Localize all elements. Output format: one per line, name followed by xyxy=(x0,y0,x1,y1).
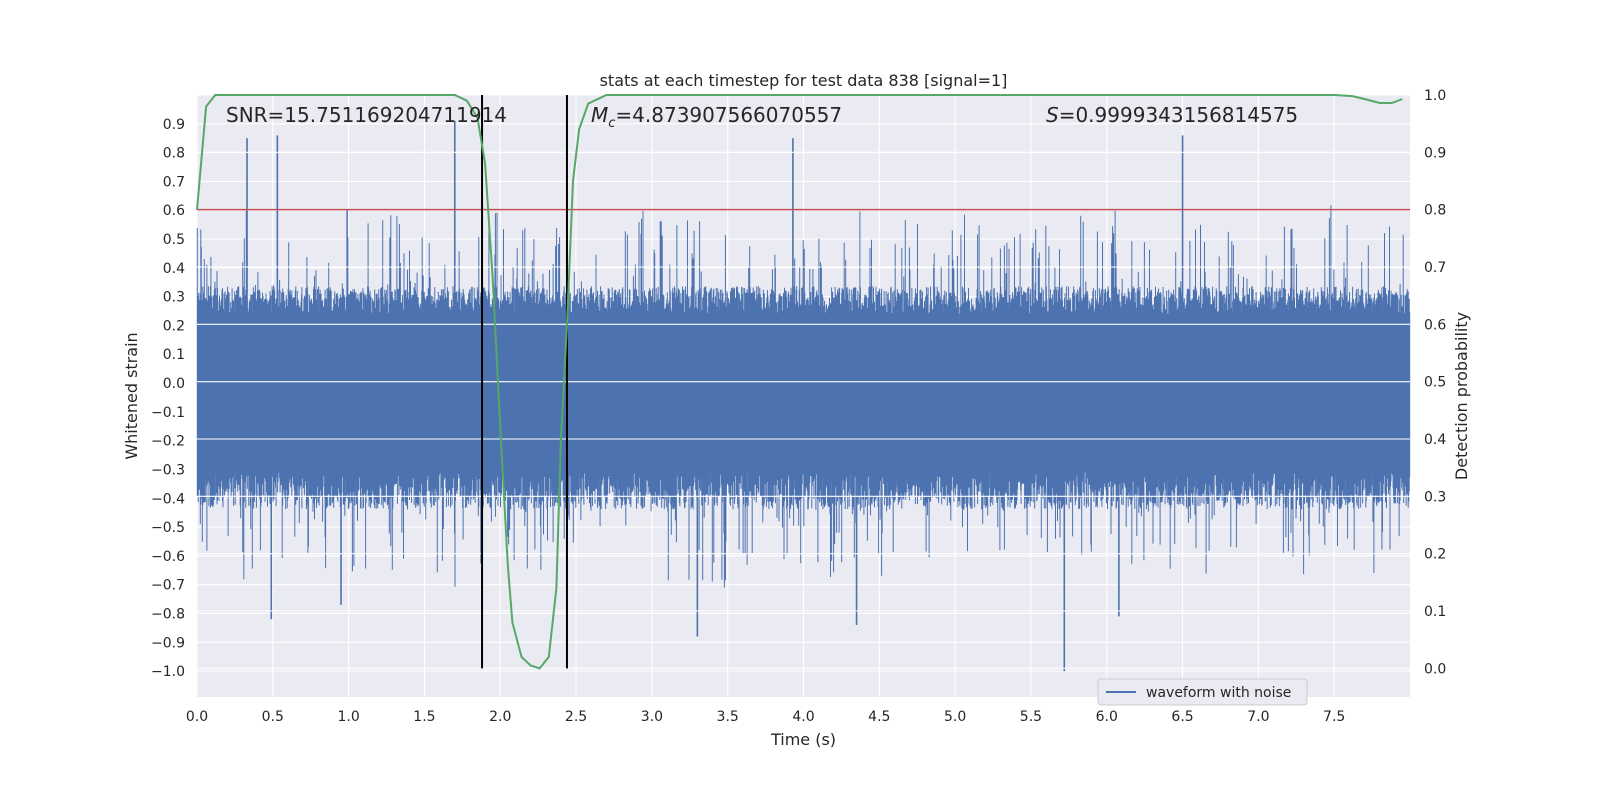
chart-title: stats at each timestep for test data 838… xyxy=(600,71,1008,90)
legend: waveform with noise xyxy=(1097,678,1308,706)
x-tick-label: 6.0 xyxy=(1096,709,1118,725)
y-tick-label: −0.4 xyxy=(151,491,185,507)
legend-box xyxy=(1097,678,1308,706)
x-tick-label: 1.0 xyxy=(337,709,359,725)
detection-probability-line xyxy=(196,94,1403,670)
x-tick-label: 1.5 xyxy=(413,709,435,725)
y-tick-label: 0.7 xyxy=(163,174,185,190)
y-tick-label: −0.1 xyxy=(151,405,185,421)
y-tick-label: −1.0 xyxy=(151,664,185,680)
mc-symbol: M xyxy=(591,103,608,127)
y2-tick-label: 0.1 xyxy=(1424,604,1446,620)
mc-subscript: c xyxy=(608,116,615,131)
mc-value: =4.873907566070557 xyxy=(615,103,842,127)
y-tick-label: 0.1 xyxy=(163,347,185,363)
y2-tick-label: 0.2 xyxy=(1424,547,1446,563)
y-tick-label: 0.6 xyxy=(163,203,185,219)
y2-tick-label: 0.4 xyxy=(1424,432,1446,448)
y2-tick-label: 0.0 xyxy=(1424,661,1446,677)
x-tick-label: 5.5 xyxy=(1020,709,1042,725)
y-tick-label: −0.8 xyxy=(151,606,185,622)
y-tick-label: 0.8 xyxy=(163,146,185,162)
score-annotation: S=0.9999343156814575 xyxy=(1046,103,1298,127)
x-tick-label: 6.5 xyxy=(1171,709,1193,725)
x-tick-label: 0.5 xyxy=(262,709,284,725)
y2-tick-label: 0.6 xyxy=(1424,317,1446,333)
overlay-lines xyxy=(196,94,1410,670)
x-tick-label: 7.0 xyxy=(1247,709,1269,725)
x-axis-label: Time (s) xyxy=(770,730,836,749)
y-tick-label: −0.9 xyxy=(151,635,185,651)
s-value: =0.9999343156814575 xyxy=(1059,103,1298,127)
y-tick-label: −0.6 xyxy=(151,549,185,565)
tick-labels: 0.0 0.5 1.0 1.5 2.0 2.5 3.0 3.5 4.0 4.5 5.0 5.5 6.0 6… xyxy=(151,88,1446,725)
y-tick-label: −0.5 xyxy=(151,520,185,536)
y-axis-label: Whitened strain xyxy=(122,332,141,459)
y-tick-label: −0.3 xyxy=(151,462,185,478)
strain-waveform xyxy=(196,205,1411,588)
snr-annotation: SNR=15.751169204711914 xyxy=(226,103,507,127)
y-tick-label: −0.7 xyxy=(151,578,185,594)
y2-tick-label: 0.7 xyxy=(1424,260,1446,276)
x-tick-label: 0.0 xyxy=(186,709,208,725)
legend-label: waveform with noise xyxy=(1146,685,1291,701)
y-tick-label: 0.3 xyxy=(163,290,185,306)
x-tick-label: 2.0 xyxy=(489,709,511,725)
y-tick-label: −0.2 xyxy=(151,434,185,450)
y-tick-label: 0.5 xyxy=(163,232,185,248)
y2-tick-label: 0.5 xyxy=(1424,375,1446,391)
x-tick-label: 4.5 xyxy=(868,709,890,725)
y-tick-label: 0.2 xyxy=(163,318,185,334)
y2-axis-label: Detection probability xyxy=(1452,312,1471,480)
y-tick-label: 0.0 xyxy=(163,376,185,392)
y2-tick-label: 0.3 xyxy=(1424,489,1446,505)
y-tick-label: 0.4 xyxy=(163,261,185,277)
chirp-mass-annotation: Mc=4.873907566070557 xyxy=(591,103,842,131)
x-tick-label: 3.5 xyxy=(717,709,739,725)
y-tick-label: 0.9 xyxy=(163,117,185,133)
y2-tick-label: 1.0 xyxy=(1424,88,1446,104)
x-tick-label: 7.5 xyxy=(1323,709,1345,725)
x-tick-label: 5.0 xyxy=(944,709,966,725)
x-tick-label: 3.0 xyxy=(641,709,663,725)
y2-tick-label: 0.8 xyxy=(1424,203,1446,219)
s-symbol: S xyxy=(1046,103,1059,127)
strain-series xyxy=(196,120,1411,672)
x-tick-label: 4.0 xyxy=(792,709,814,725)
y2-tick-label: 0.9 xyxy=(1424,145,1446,161)
x-tick-label: 2.5 xyxy=(565,709,587,725)
